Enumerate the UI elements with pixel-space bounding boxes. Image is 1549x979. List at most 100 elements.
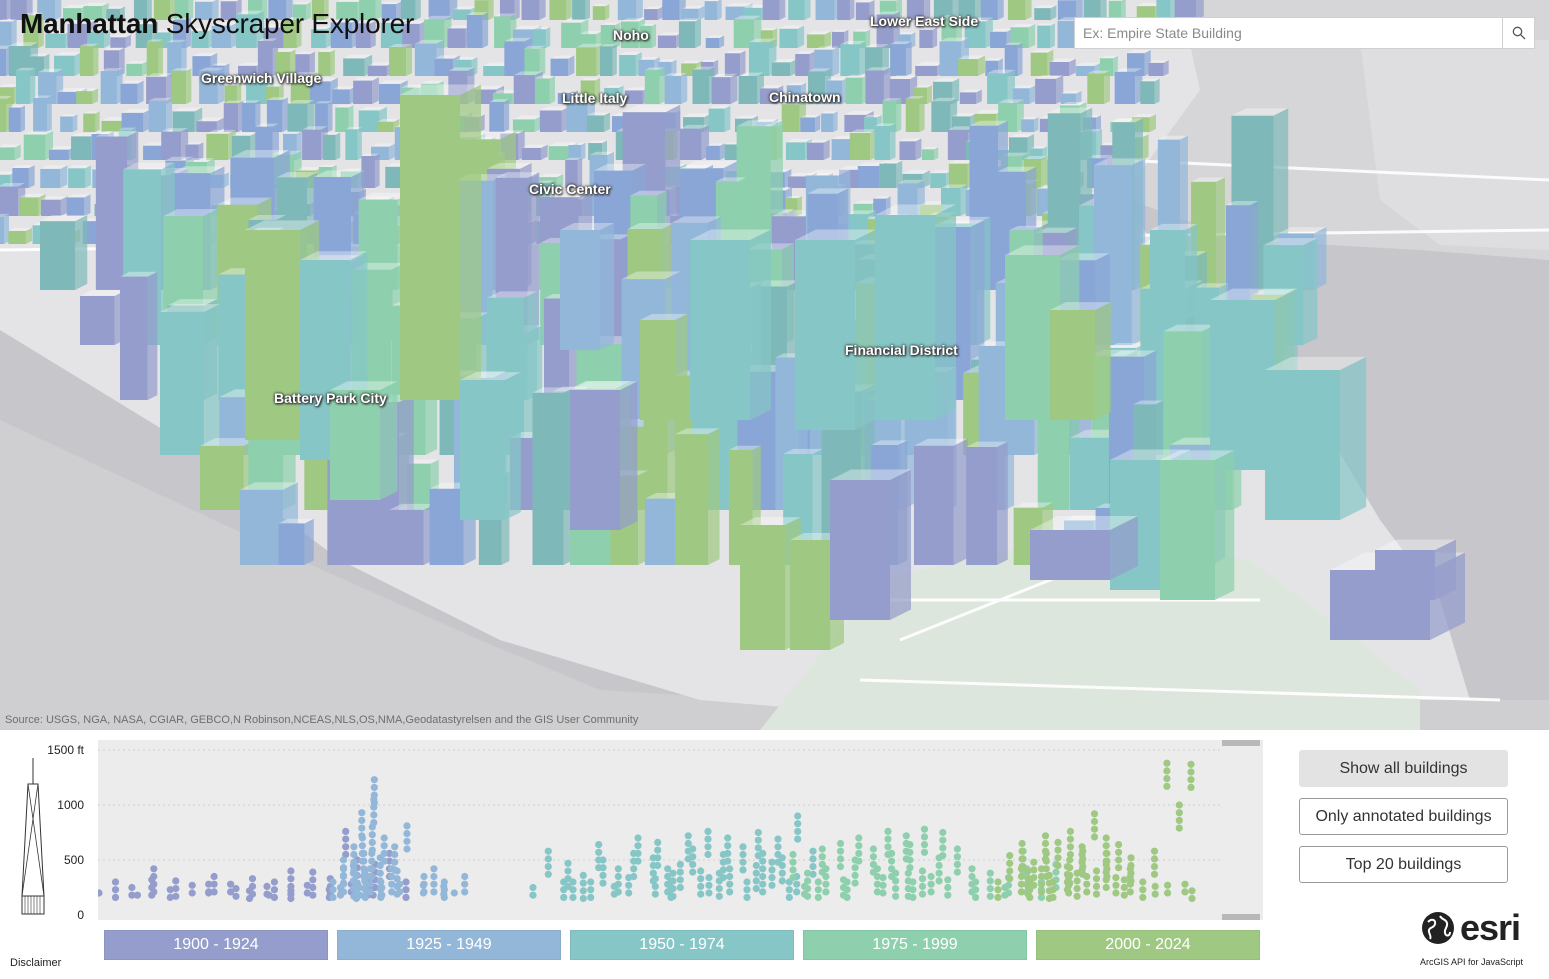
chart-point[interactable] [789, 874, 797, 882]
chart-point[interactable] [785, 893, 793, 901]
chart-point[interactable] [927, 888, 935, 896]
chart-point[interactable] [210, 888, 218, 896]
chart-point[interactable] [715, 885, 723, 893]
chart-point[interactable] [232, 892, 240, 900]
chart-point[interactable] [98, 889, 103, 897]
chart-point[interactable] [1037, 872, 1046, 881]
chart-point[interactable] [1045, 871, 1053, 879]
chart-point[interactable] [356, 883, 364, 892]
chart-point[interactable] [402, 886, 410, 894]
chart-point[interactable] [851, 871, 859, 879]
chart-point[interactable] [935, 877, 943, 885]
chart-point[interactable] [873, 865, 882, 873]
chart-point[interactable] [884, 827, 892, 835]
chart-point[interactable] [370, 795, 378, 804]
chart-point[interactable] [1006, 867, 1014, 875]
chart-point[interactable] [1102, 834, 1110, 842]
chart-point[interactable] [391, 843, 399, 851]
chart-point[interactable] [667, 893, 675, 901]
chart-point[interactable] [909, 878, 917, 886]
era-button-1925-1949[interactable]: 1925 - 1949 [337, 930, 561, 960]
chart-point[interactable] [1063, 870, 1071, 878]
chart-point[interactable] [287, 882, 295, 890]
chart-point[interactable] [768, 881, 776, 889]
chart-point[interactable] [939, 828, 947, 837]
chart-point[interactable] [1063, 886, 1071, 894]
chart-point[interactable] [1049, 893, 1057, 901]
chart-point[interactable] [944, 876, 952, 884]
chart-point[interactable] [309, 876, 317, 884]
chart-point[interactable] [529, 883, 537, 892]
chart-point[interactable] [148, 891, 156, 899]
chart-point[interactable] [342, 827, 350, 835]
chart-point[interactable] [1054, 861, 1062, 870]
chart-point[interactable] [759, 865, 767, 873]
only-annotated-buildings-button[interactable]: Only annotated buildings [1299, 798, 1508, 835]
chart-point[interactable] [1042, 857, 1050, 865]
chart-point[interactable] [544, 870, 552, 878]
chart-point[interactable] [205, 880, 213, 888]
chart-point[interactable] [377, 891, 385, 899]
chart-point[interactable] [759, 872, 767, 881]
chart-point[interactable] [743, 886, 751, 894]
chart-point[interactable] [210, 880, 218, 888]
chart-point[interactable] [461, 872, 469, 881]
chart-point[interactable] [689, 845, 697, 853]
disclaimer-link[interactable]: Disclaimer [10, 957, 62, 969]
chart-point[interactable] [303, 889, 311, 897]
chart-point[interactable] [358, 842, 366, 850]
chart-point[interactable] [809, 855, 817, 863]
chart-point[interactable] [303, 881, 311, 889]
search-input[interactable] [1075, 18, 1502, 48]
chart-point[interactable] [1102, 860, 1110, 868]
chart-point[interactable] [697, 882, 705, 890]
chart-point[interactable] [873, 872, 882, 881]
chart-point[interactable] [794, 820, 802, 828]
chart-point[interactable] [393, 867, 401, 875]
chart-point[interactable] [986, 877, 994, 885]
chart-point[interactable] [906, 841, 914, 849]
chart-point[interactable] [839, 876, 848, 884]
chart-point[interactable] [625, 889, 633, 897]
chart-point[interactable] [953, 860, 962, 868]
chart-point[interactable] [1066, 827, 1074, 835]
chart-point[interactable] [388, 880, 396, 888]
chart-point[interactable] [1024, 890, 1032, 898]
top-20-buildings-button[interactable]: Top 20 buildings [1299, 846, 1508, 883]
chart-point[interactable] [1063, 863, 1071, 871]
chart-point[interactable] [402, 878, 410, 886]
chart-point[interactable] [1112, 889, 1120, 897]
chart-point[interactable] [1049, 886, 1057, 894]
chart-point[interactable] [953, 853, 962, 861]
chart-point[interactable] [789, 866, 797, 874]
chart-point[interactable] [1127, 877, 1135, 885]
chart-point[interactable] [461, 880, 469, 888]
chart-point[interactable] [1041, 839, 1050, 848]
chart-point[interactable] [705, 881, 713, 889]
chart-point[interactable] [1066, 843, 1074, 851]
chart-point[interactable] [329, 878, 337, 886]
chart-point[interactable] [935, 861, 943, 870]
chart-point[interactable] [356, 891, 364, 899]
chart-point[interactable] [1188, 887, 1196, 895]
chart-point[interactable] [376, 854, 384, 862]
chart-point[interactable] [1164, 889, 1172, 897]
chart-point[interactable] [205, 888, 213, 896]
chart-point[interactable] [1187, 768, 1195, 776]
chart-point[interactable] [1163, 775, 1171, 783]
chart-point[interactable] [368, 857, 376, 865]
chart-point[interactable] [669, 869, 677, 877]
chart-range-handle-top[interactable] [1222, 740, 1260, 746]
chart-point[interactable] [664, 872, 672, 881]
chart-point[interactable] [892, 877, 900, 885]
chart-point[interactable] [630, 865, 638, 873]
chart-point[interactable] [794, 827, 802, 835]
chart-point[interactable] [1018, 863, 1026, 871]
chart-point[interactable] [774, 835, 782, 843]
chart-point[interactable] [263, 890, 271, 898]
chart-point[interactable] [920, 825, 929, 833]
chart-point[interactable] [1150, 870, 1159, 878]
chart-point[interactable] [778, 854, 786, 862]
chart-point[interactable] [697, 875, 705, 883]
chart-point[interactable] [888, 849, 896, 857]
